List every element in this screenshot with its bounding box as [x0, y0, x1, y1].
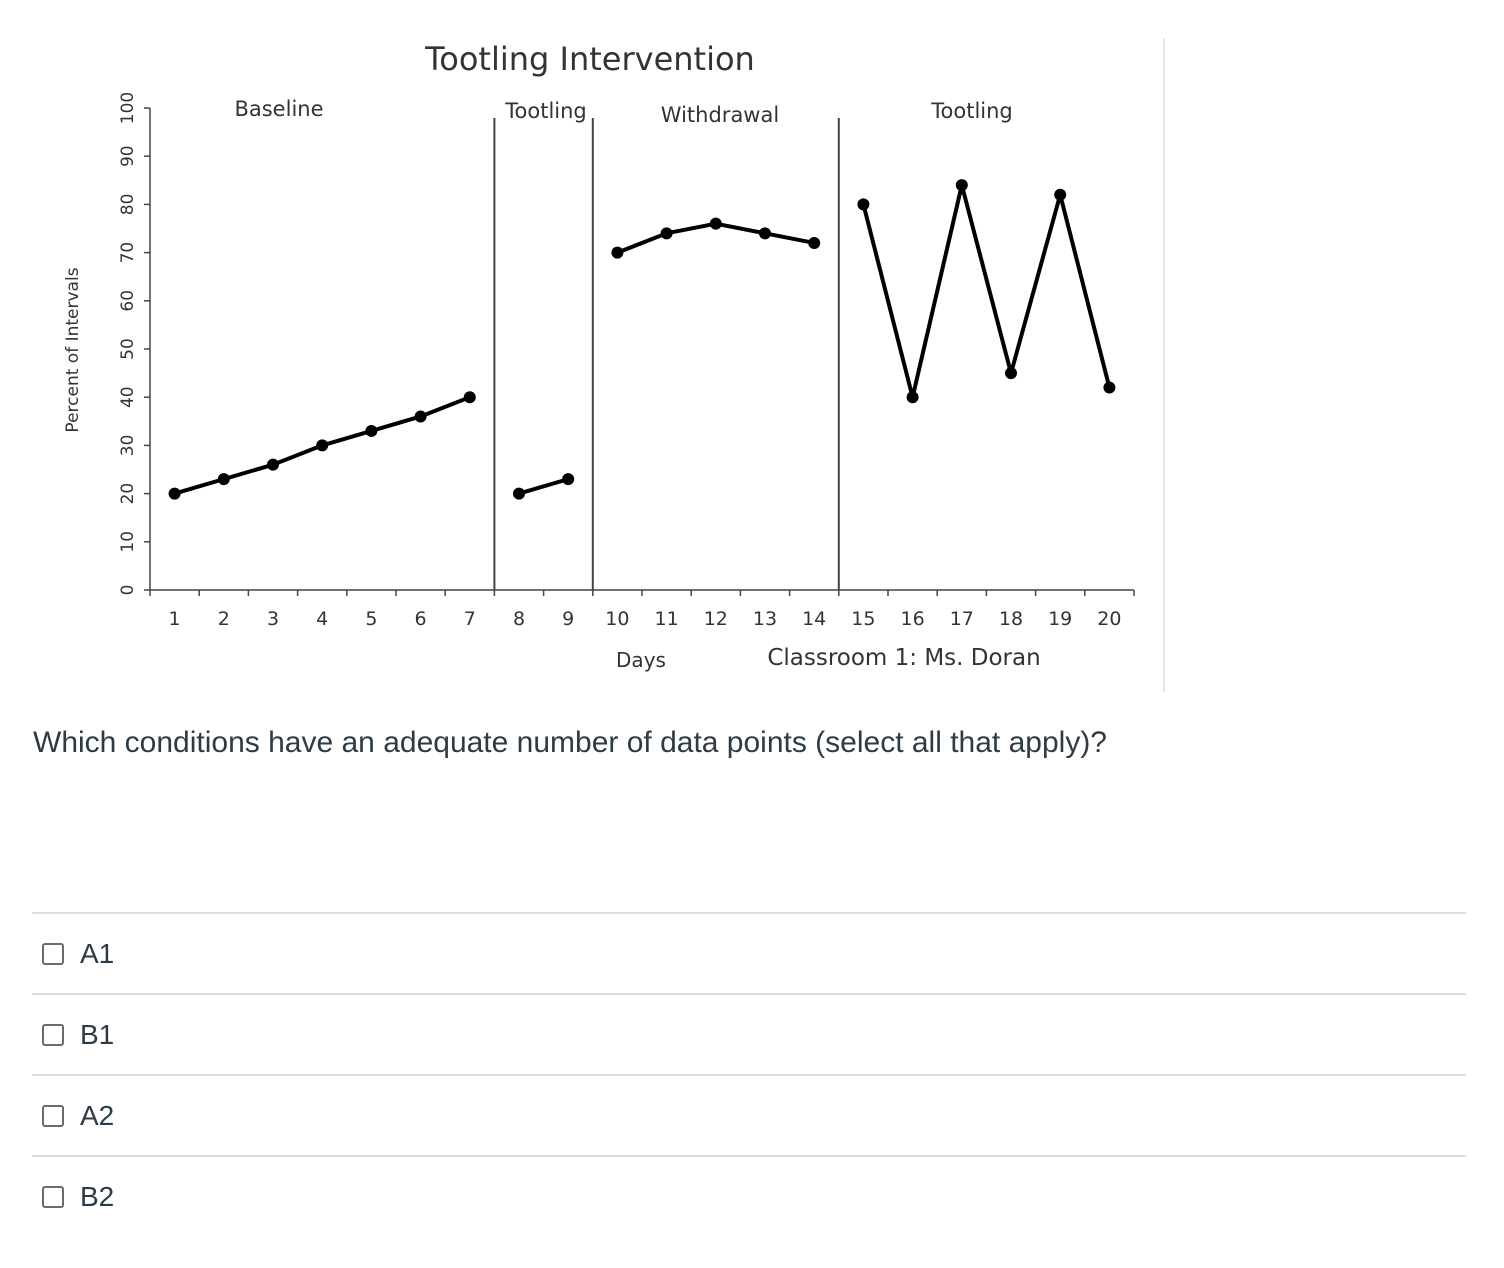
- phase-labels: Baseline Tootling Withdrawal Tootling: [234, 97, 1012, 127]
- y-tick-label: 80: [118, 194, 138, 216]
- x-tick-label: 19: [1048, 608, 1072, 630]
- x-tick-label: 10: [605, 608, 629, 630]
- data-point: [316, 439, 329, 452]
- data-point: [660, 227, 673, 240]
- x-tick-label: 11: [655, 608, 679, 630]
- data-point: [906, 391, 919, 404]
- checkbox-a2[interactable]: [42, 1104, 64, 1127]
- y-tick-label: 30: [118, 435, 138, 457]
- data-point: [513, 487, 525, 500]
- data-point: [709, 217, 722, 230]
- y-tick-label: 50: [118, 338, 138, 360]
- data-series: [168, 179, 1116, 500]
- x-tick-label: 12: [704, 608, 728, 630]
- data-point: [463, 391, 476, 404]
- y-tick-label: 70: [118, 242, 138, 264]
- data-point: [808, 236, 821, 249]
- y-tick-label: 90: [118, 145, 138, 167]
- answer-option-b1[interactable]: B1: [32, 993, 1466, 1074]
- answer-option-a1[interactable]: A1: [32, 912, 1466, 993]
- data-point: [759, 227, 771, 240]
- data-point: [267, 458, 279, 471]
- y-tick-label: 10: [118, 531, 138, 553]
- data-point: [414, 410, 427, 423]
- x-tick-label: 13: [753, 608, 777, 630]
- answer-option-b2[interactable]: B2: [32, 1155, 1466, 1236]
- y-axis-label: Percent of Intervals: [63, 267, 83, 432]
- phase-label: Tootling: [930, 99, 1013, 123]
- x-tick-label: 4: [316, 608, 328, 630]
- x-tick-label: 9: [562, 608, 574, 630]
- y-tick-label: 100: [118, 92, 138, 124]
- answer-label: B1: [80, 1018, 115, 1050]
- question-text: Which conditions have an adequate number…: [33, 726, 1107, 759]
- data-point: [1103, 381, 1116, 394]
- x-tick-label: 6: [415, 608, 427, 630]
- data-point: [365, 424, 378, 437]
- answer-label: A1: [80, 937, 115, 969]
- answer-label: B2: [80, 1180, 115, 1212]
- x-tick-label: 7: [464, 608, 476, 630]
- data-point: [955, 179, 968, 192]
- x-tick-label: 5: [365, 608, 377, 630]
- data-point: [611, 246, 624, 259]
- chart-subtitle: Classroom 1: Ms. Doran: [767, 645, 1040, 671]
- phase-label: Baseline: [234, 97, 323, 121]
- data-point: [1005, 367, 1017, 380]
- y-tick-label: 0: [118, 585, 138, 596]
- phase-label: Tootling: [504, 99, 587, 123]
- answer-label: A2: [80, 1099, 115, 1131]
- checkbox-b1[interactable]: [42, 1023, 64, 1046]
- y-tick-label: 40: [118, 386, 138, 408]
- y-tick-label: 20: [118, 483, 138, 505]
- x-tick-label: 18: [999, 608, 1023, 630]
- graph-image: Tootling Intervention Percent of Interva…: [0, 0, 1200, 700]
- x-tick-label: 8: [513, 608, 525, 630]
- x-tick-label: 3: [267, 608, 279, 630]
- answer-list: A1 B1 A2 B2: [32, 912, 1466, 1236]
- x-tick-label: 1: [169, 608, 181, 630]
- x-tick-label: 2: [218, 608, 230, 630]
- checkbox-b2[interactable]: [42, 1185, 64, 1208]
- data-point: [562, 473, 575, 486]
- series-line: [518, 477, 569, 496]
- x-tick-label: 15: [851, 608, 875, 630]
- chart-title: Tootling Intervention: [424, 40, 755, 78]
- data-point: [217, 473, 230, 486]
- phase-change-lines: [493, 118, 840, 590]
- y-tick-label: 60: [118, 290, 138, 312]
- tootling-chart: Tootling Intervention Percent of Interva…: [63, 38, 1165, 692]
- data-point: [857, 198, 870, 211]
- x-axis-label: Days: [616, 648, 666, 672]
- x-tick-label: 17: [950, 608, 974, 630]
- phase-label: Withdrawal: [661, 103, 779, 127]
- data-point: [1054, 188, 1067, 201]
- x-tick-label: 20: [1097, 608, 1121, 630]
- x-tick-label: 14: [802, 608, 826, 630]
- x-tick-label: 16: [901, 608, 925, 630]
- checkbox-a1[interactable]: [42, 942, 64, 965]
- data-point: [168, 487, 181, 500]
- series-line: [861, 183, 1112, 400]
- answer-option-a2[interactable]: A2: [32, 1074, 1466, 1155]
